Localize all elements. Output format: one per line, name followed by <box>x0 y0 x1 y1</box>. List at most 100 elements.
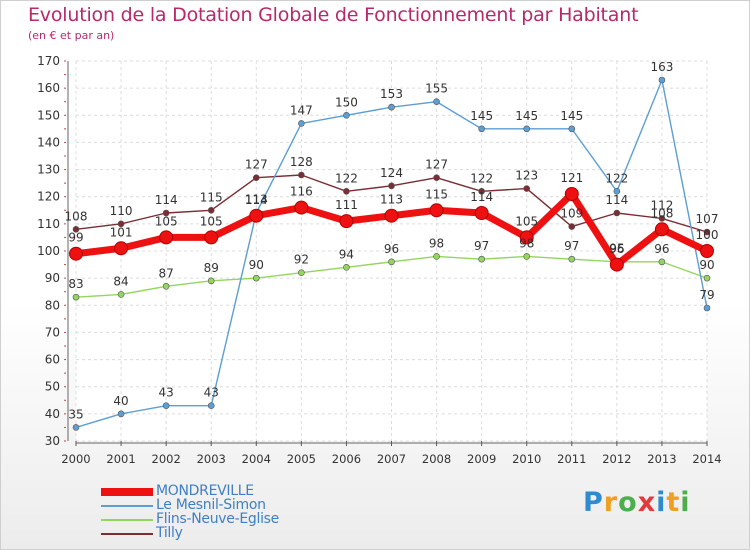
data-label: 35 <box>68 407 83 421</box>
legend-item-le-mesnil-simon: Le Mesnil-Simon <box>101 497 401 513</box>
data-label: 114 <box>155 193 178 207</box>
x-tick-label: 2007 <box>377 452 406 466</box>
legend-swatch-mondreville <box>101 488 153 496</box>
data-point <box>343 111 350 119</box>
data-point <box>69 246 83 261</box>
data-point <box>433 98 440 106</box>
data-label: 40 <box>113 394 128 408</box>
x-tick-label: 2010 <box>512 452 541 466</box>
x-tick-label: 2006 <box>332 452 361 466</box>
data-label: 87 <box>159 266 174 280</box>
data-label: 113 <box>245 193 268 207</box>
data-point <box>207 206 215 214</box>
y-tick-label: 50 <box>45 380 60 394</box>
legend-item-tilly: Tilly <box>101 525 401 541</box>
data-point <box>159 230 174 245</box>
data-label: 128 <box>290 155 313 169</box>
legend-swatch-flins-neuve-eglise <box>101 519 153 521</box>
data-point <box>72 225 80 233</box>
data-label: 112 <box>650 198 673 212</box>
data-point <box>519 230 534 245</box>
legend: MONDREVILLE Le Mesnil-Simon Flins-Neuve-… <box>101 483 401 541</box>
data-point <box>388 258 395 266</box>
data-label: 124 <box>380 166 403 180</box>
x-tick-label: 2011 <box>557 452 586 466</box>
data-label: 100 <box>696 228 719 242</box>
data-point <box>564 187 579 201</box>
x-tick-label: 2005 <box>287 452 316 466</box>
data-label: 95 <box>609 242 624 256</box>
data-point <box>384 208 399 223</box>
data-point <box>433 174 440 182</box>
data-point <box>252 174 260 182</box>
data-label: 96 <box>384 242 399 256</box>
x-tick-label: 2000 <box>61 452 90 466</box>
data-label: 155 <box>425 82 448 96</box>
x-tick-label: 2009 <box>467 452 496 466</box>
legend-label-flins-neuve-eglise: Flins-Neuve-Eglise <box>156 511 279 527</box>
x-tick-label: 2013 <box>647 452 676 466</box>
x-tick-label: 2003 <box>197 452 226 466</box>
data-label: 83 <box>68 277 83 291</box>
data-point <box>613 187 621 195</box>
data-label: 90 <box>699 258 714 272</box>
data-label: 145 <box>470 109 493 123</box>
legend-label-mondreville: MONDREVILLE <box>156 483 254 499</box>
x-tick-label: 2001 <box>106 452 135 466</box>
x-tick-label: 2004 <box>242 452 271 466</box>
data-label: 110 <box>110 204 133 218</box>
data-point <box>568 255 576 263</box>
logo-letter: x <box>637 487 657 518</box>
data-point <box>339 214 354 229</box>
data-point <box>568 223 576 230</box>
legend-swatch-tilly <box>101 533 153 535</box>
data-point <box>703 304 711 312</box>
data-point <box>478 255 485 263</box>
data-point <box>249 208 264 223</box>
data-point <box>523 253 531 260</box>
data-label: 114 <box>470 190 493 204</box>
data-label: 94 <box>339 247 354 261</box>
data-label: 150 <box>335 95 358 109</box>
y-tick-label: 140 <box>37 135 60 149</box>
x-tick-label: 2012 <box>602 452 631 466</box>
x-tick-label: 2014 <box>692 452 721 466</box>
data-point <box>568 125 576 133</box>
data-label: 99 <box>68 231 83 245</box>
logo-letter: i <box>680 487 691 518</box>
data-point <box>478 125 485 133</box>
data-label: 92 <box>294 253 309 267</box>
data-label: 108 <box>65 209 88 223</box>
data-point <box>298 269 305 277</box>
data-point <box>72 293 80 301</box>
data-label: 105 <box>515 214 538 228</box>
proxiti-logo: Proxiti <box>583 487 691 518</box>
data-label: 121 <box>560 171 583 185</box>
data-label: 113 <box>380 193 403 207</box>
y-tick-label: 100 <box>37 244 60 258</box>
data-point <box>433 253 440 260</box>
chart-subtitle: (en € et par an) <box>28 29 115 42</box>
data-label: 145 <box>515 109 538 123</box>
logo-letter: P <box>583 487 604 518</box>
data-label: 108 <box>650 206 673 220</box>
data-label: 89 <box>204 261 219 275</box>
data-point <box>658 258 666 266</box>
data-label: 127 <box>245 158 268 172</box>
data-label: 96 <box>609 242 624 256</box>
data-label: 90 <box>249 258 264 272</box>
legend-item-mondreville: MONDREVILLE <box>101 483 401 499</box>
data-point <box>613 209 621 217</box>
data-point <box>114 241 129 256</box>
y-tick-label: 130 <box>37 163 60 177</box>
data-label: 163 <box>650 60 673 74</box>
y-tick-label: 120 <box>37 190 60 204</box>
data-point <box>523 185 531 192</box>
data-label: 127 <box>425 158 448 172</box>
data-point <box>117 291 125 298</box>
y-tick-label: 70 <box>45 325 60 339</box>
data-point <box>162 282 170 290</box>
data-label: 101 <box>110 225 133 239</box>
